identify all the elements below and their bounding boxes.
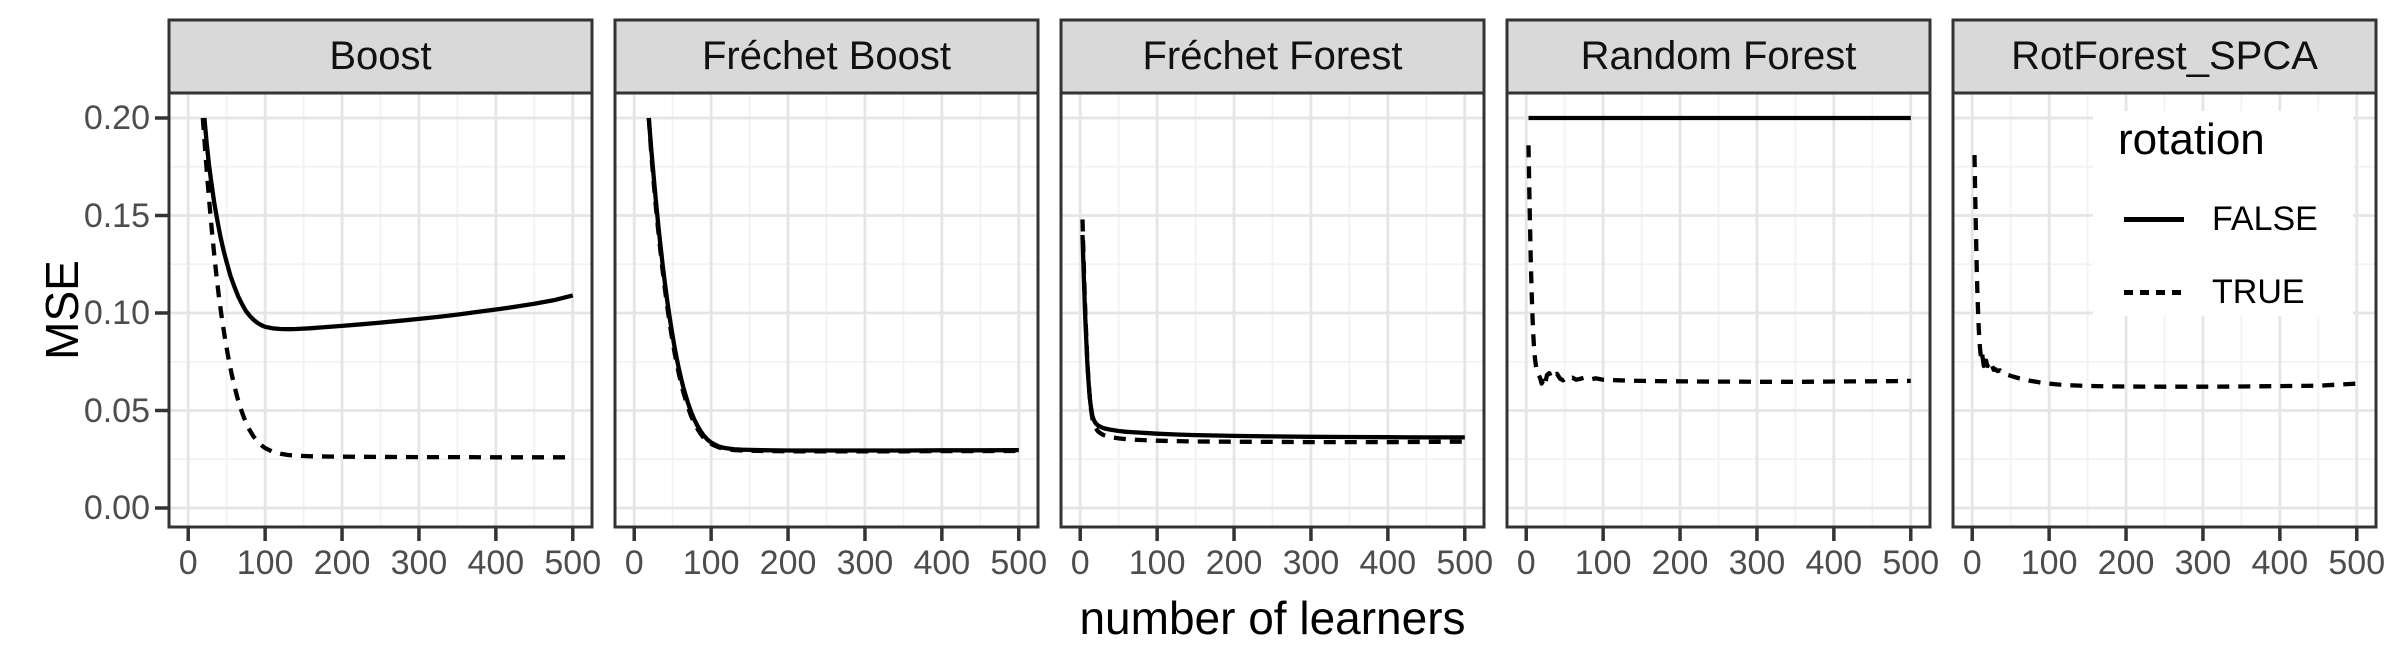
legend-key-solid-line-icon — [2124, 217, 2184, 222]
x-tick-label: 500 — [990, 544, 1048, 582]
y-tick-label: 0.20 — [83, 99, 150, 137]
facet-strip — [1505, 18, 1932, 95]
series-line-true — [200, 117, 573, 460]
facet-strip-label-random-forest: Random Forest — [1580, 34, 1857, 78]
x-tick-label: 400 — [1359, 544, 1417, 582]
x-tick-label: 500 — [1882, 544, 1940, 582]
x-tick-label: 100 — [1574, 544, 1632, 582]
x-tick-label: 500 — [544, 544, 602, 582]
y-tick-label: 0.00 — [83, 489, 150, 527]
x-tick-label: 300 — [1728, 544, 1786, 582]
facet-strip-label-boost: Boost — [329, 34, 432, 78]
y-tick-label: 0.10 — [83, 294, 150, 332]
x-tick-label: 400 — [913, 544, 971, 582]
facet-strip — [1059, 18, 1486, 95]
x-tick-label: 0 — [624, 544, 644, 582]
x-tick-label: 100 — [1128, 544, 1186, 582]
x-tick-label: 0 — [178, 544, 198, 582]
x-tick-label: 300 — [836, 544, 894, 582]
x-tick-label: 0 — [1962, 544, 1982, 582]
legend-box — [2093, 111, 2353, 316]
x-tick-label: 300 — [390, 544, 448, 582]
legend-title: rotation — [2118, 115, 2265, 164]
series-line-true — [1526, 145, 1911, 388]
x-tick-label: 400 — [467, 544, 525, 582]
x-tick-label: 500 — [1436, 544, 1494, 582]
x-tick-label: 100 — [2020, 544, 2078, 582]
facet-strip — [613, 18, 1040, 95]
x-tick-label: 100 — [682, 544, 740, 582]
legend-key-dashed-line-icon — [2124, 290, 2184, 295]
y-tick-label: 0.05 — [83, 391, 150, 430]
x-tick-label: 200 — [313, 544, 371, 582]
x-tick-label: 200 — [759, 544, 817, 582]
series-line-false — [202, 117, 574, 332]
legend-label-true: TRUE — [2212, 273, 2305, 311]
series-line-true — [646, 117, 1019, 454]
x-tick-label: 0 — [1070, 544, 1090, 582]
facet-strip-label-frechet-boost: Fréchet Boost — [701, 34, 951, 78]
x-tick-label: 200 — [1205, 544, 1263, 582]
x-tick-label: 400 — [2251, 544, 2309, 582]
y-tick-label: 0.15 — [83, 196, 150, 235]
x-axis-title: number of learners — [1079, 592, 1466, 644]
x-tick-label: 100 — [236, 544, 294, 582]
x-tick-label: 200 — [2097, 544, 2155, 582]
x-tick-label: 300 — [2174, 544, 2232, 582]
x-tick-label: 300 — [1282, 544, 1340, 582]
series-line-true — [1080, 219, 1465, 445]
facet-strip — [167, 18, 594, 95]
series-line-true — [1972, 155, 2357, 389]
legend-label-false: FALSE — [2212, 200, 2318, 238]
x-tick-label: 400 — [1805, 544, 1863, 582]
x-tick-label: 500 — [2328, 544, 2386, 582]
facet-strip — [1951, 18, 2378, 95]
x-tick-label: 0 — [1516, 544, 1536, 582]
facet-strip-label-frechet-forest: Fréchet Forest — [1142, 34, 1403, 78]
facet-strip-label-rotforest-spca: RotForest_SPCA — [2011, 34, 2318, 78]
x-tick-label: 200 — [1651, 544, 1709, 582]
